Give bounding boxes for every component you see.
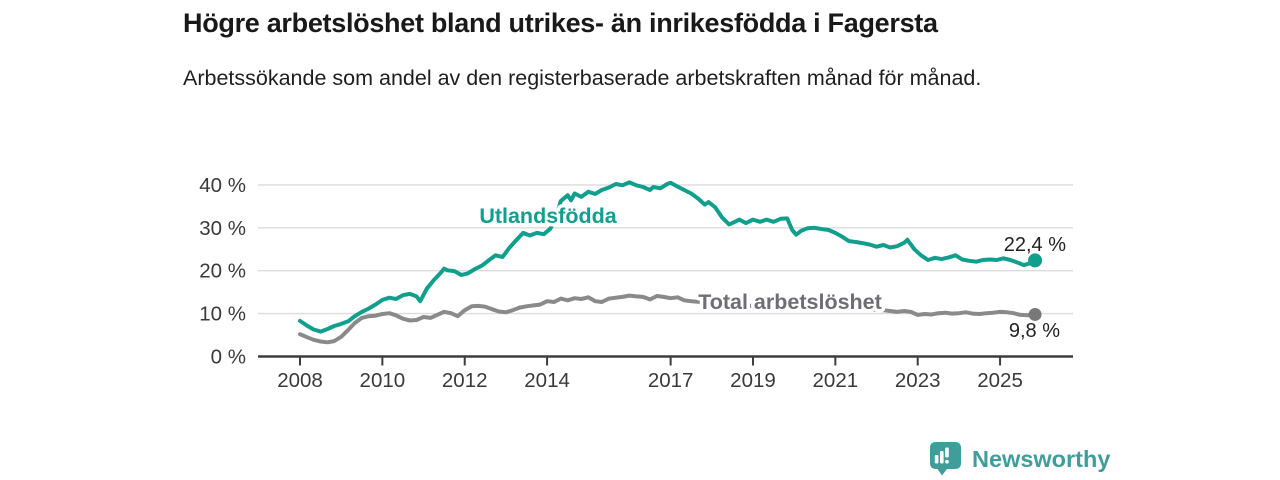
end-dot-utlandsfodda — [1028, 253, 1043, 268]
y-axis-tick-labels: 0 % 10 % 20 % 30 % 40 % — [199, 174, 246, 369]
x-axis-tick-label: 2012 — [442, 369, 488, 392]
end-value-label-total: 9,8 % — [1009, 320, 1060, 342]
y-axis-tick-label: 20 % — [199, 260, 246, 283]
x-axis-tick-label: 2025 — [977, 369, 1023, 392]
series-label-total-arbetsloshet: Total arbetslöshet — [698, 290, 882, 314]
line-total-arbetsloshet — [298, 293, 1038, 345]
x-axis-tick-labels: 2008 2010 2012 2014 2017 2019 2021 2023 2025 — [277, 369, 1023, 392]
end-dot-total — [1028, 307, 1042, 321]
newsworthy-logo: Newsworthy — [930, 442, 1110, 476]
y-axis-tick-label: 10 % — [199, 303, 246, 326]
chart-title: Högre arbetslöshet bland utrikes- än inr… — [183, 8, 938, 38]
series-lines — [298, 180, 1043, 345]
x-axis-tick-label: 2023 — [895, 369, 941, 392]
x-axis-tick-label: 2008 — [277, 369, 323, 392]
x-axis-tick-label: 2010 — [360, 369, 406, 392]
x-axis — [258, 355, 1073, 366]
x-axis-tick-label: 2014 — [524, 369, 570, 392]
x-axis-tick-label: 2019 — [730, 369, 776, 392]
x-axis-tick-label: 2017 — [648, 369, 694, 392]
series-label-utlandsfodda: Utlandsfödda — [479, 204, 617, 228]
brand-footer: Newsworthy — [930, 442, 1140, 478]
brand-name: Newsworthy — [972, 446, 1110, 472]
line-utlandsfodda — [298, 180, 1038, 334]
y-axis-tick-label: 40 % — [199, 174, 246, 197]
y-axis-tick-label: 0 % — [211, 346, 246, 369]
x-axis-tick-label: 2021 — [813, 369, 859, 392]
gridlines — [258, 184, 1073, 315]
y-axis-tick-label: 30 % — [199, 217, 246, 240]
end-value-label-utlandsfodda: 22,4 % — [1004, 234, 1066, 256]
newsworthy-speech-bubble-bar-chart-icon — [930, 442, 961, 476]
chart-subtitle: Arbetssökande som andel av den registerb… — [183, 66, 982, 90]
